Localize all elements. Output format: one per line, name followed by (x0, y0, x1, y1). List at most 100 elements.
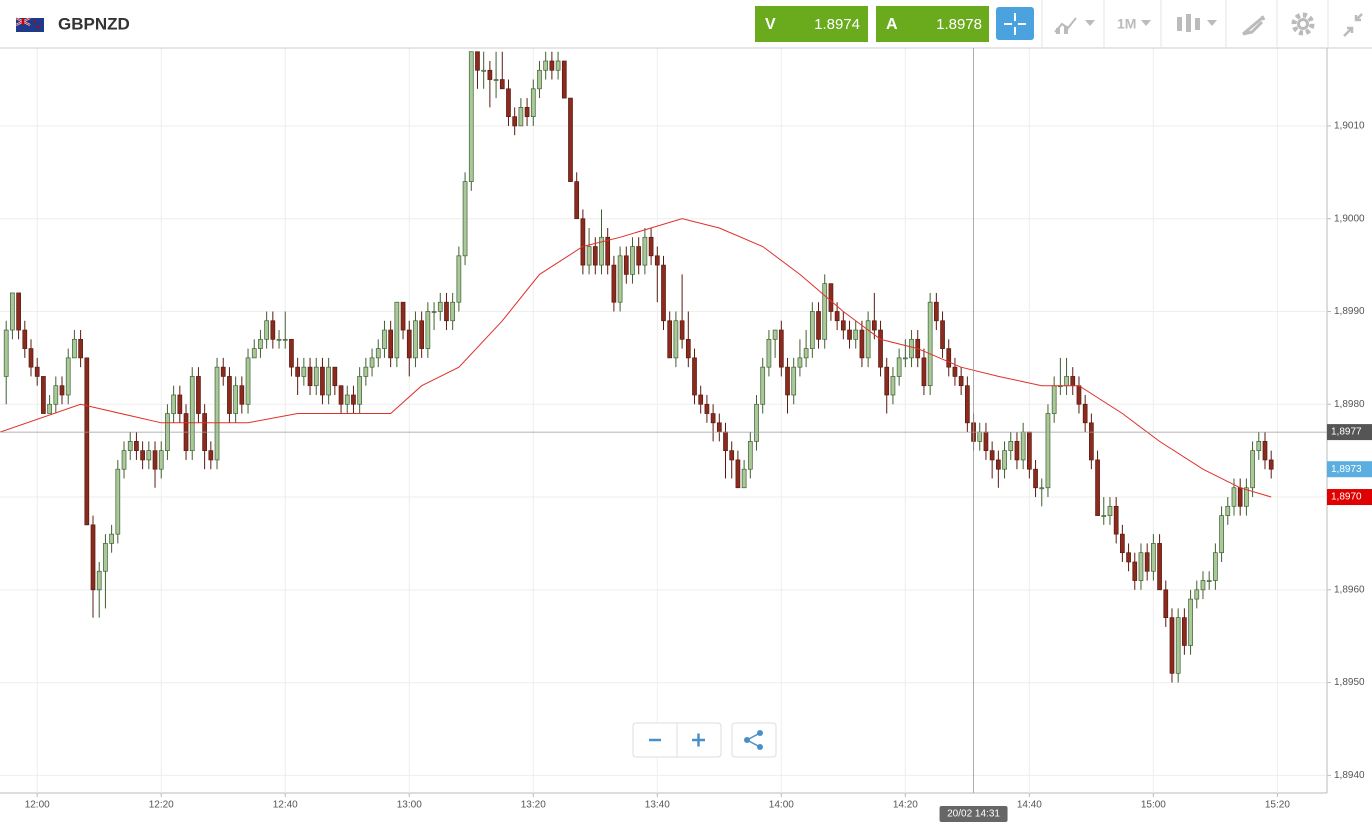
candle-body (444, 301, 449, 322)
candle-body (78, 338, 83, 359)
candle-body (1244, 487, 1249, 507)
candle-body (592, 246, 598, 266)
candle-body (642, 236, 648, 266)
candle-body (673, 320, 679, 359)
candle-body (146, 450, 152, 461)
x-tick-label: 15:00 (1141, 800, 1166, 811)
candle-body (1132, 561, 1138, 581)
candle-body (555, 60, 561, 71)
candle-body (890, 376, 896, 396)
header (0, 0, 1372, 48)
y-tick-label: 1,8950 (1334, 677, 1365, 688)
candle-body (245, 357, 251, 405)
candle-body (394, 301, 400, 359)
candle-body (599, 236, 604, 266)
candle-body (549, 60, 555, 71)
candle-body (3, 329, 9, 377)
candle-body (630, 246, 635, 275)
candle-body (716, 422, 722, 433)
candle-body (425, 311, 431, 349)
sell-button[interactable] (755, 6, 868, 42)
candle-body (946, 348, 952, 368)
candle-body (1120, 533, 1125, 554)
candle-body (406, 329, 412, 359)
candle-body (778, 329, 784, 368)
candle-body (437, 301, 443, 312)
price-marker-label: 1,8973 (1331, 464, 1362, 475)
x-tick-label: 12:20 (149, 800, 174, 811)
candle-body (481, 69, 487, 72)
candle-body (871, 320, 877, 331)
candle-body (1157, 543, 1162, 591)
candle-body (996, 459, 1001, 470)
candle-body (499, 79, 505, 90)
candle-body (468, 51, 474, 182)
candle-body (65, 357, 71, 396)
candle-body (338, 385, 344, 405)
candle-body (1113, 505, 1119, 535)
candle-body (400, 301, 406, 331)
period-button[interactable]: 1M (1117, 16, 1136, 32)
candle-body (177, 394, 183, 414)
candle-body (809, 311, 815, 349)
candle-body (196, 376, 201, 414)
candle-body (729, 450, 735, 461)
candle-body (512, 116, 518, 127)
candle-body (1033, 468, 1038, 489)
candle-body (276, 338, 282, 341)
candle-body (605, 236, 611, 266)
candle-body (1250, 450, 1255, 489)
price-marker (1327, 489, 1372, 506)
candle-body (766, 338, 772, 368)
candle-body (1231, 487, 1237, 507)
candle-body (623, 255, 629, 275)
candle-body (1076, 385, 1082, 405)
crosshair-button[interactable] (996, 7, 1034, 40)
candle-body (295, 366, 300, 377)
share-button[interactable] (744, 730, 763, 750)
candle-body (679, 320, 685, 340)
candle-body (158, 450, 164, 470)
candle-body (419, 320, 425, 349)
candle-body (853, 329, 859, 340)
candle-body (493, 79, 499, 81)
candle-body (413, 320, 418, 359)
drawing-button[interactable] (1242, 15, 1266, 36)
y-tick-label: 1,8980 (1334, 399, 1365, 410)
buy-button[interactable] (876, 6, 989, 42)
zoom-in-button[interactable] (692, 733, 705, 747)
candle-body (1070, 376, 1076, 387)
candle-body (1095, 459, 1100, 516)
candle-body (332, 366, 338, 387)
x-tick-label: 15:20 (1265, 800, 1290, 811)
sell-price[interactable]: 1.8974 (814, 16, 860, 33)
sell-label[interactable]: V (765, 16, 776, 33)
candle-body (896, 357, 902, 377)
candle-body (772, 329, 778, 340)
candle-body (227, 376, 232, 414)
candle-body (282, 338, 288, 341)
chart-type-button[interactable] (1177, 14, 1217, 32)
candle-body (1169, 617, 1175, 674)
candle-body (927, 301, 933, 387)
indicators-button[interactable] (1054, 17, 1095, 34)
candle-body (865, 320, 871, 359)
buy-label[interactable]: A (886, 16, 898, 33)
period-dropdown[interactable] (1141, 20, 1151, 26)
candle-body (506, 88, 511, 118)
candle-body (121, 450, 127, 470)
collapse-button[interactable] (1343, 13, 1363, 37)
settings-button[interactable] (1291, 12, 1315, 36)
candle-body (53, 385, 59, 405)
candle-body (487, 69, 493, 80)
buy-price[interactable]: 1.8978 (936, 16, 982, 33)
crosshair-label: 20/02 14:31 (947, 809, 1000, 820)
candle-body (847, 329, 852, 340)
candle-body (34, 366, 40, 377)
x-tick-label: 13:20 (521, 800, 546, 811)
candle-body (884, 366, 890, 396)
candle-body (747, 441, 753, 470)
candle-body (134, 441, 139, 452)
candle-body (189, 376, 195, 452)
